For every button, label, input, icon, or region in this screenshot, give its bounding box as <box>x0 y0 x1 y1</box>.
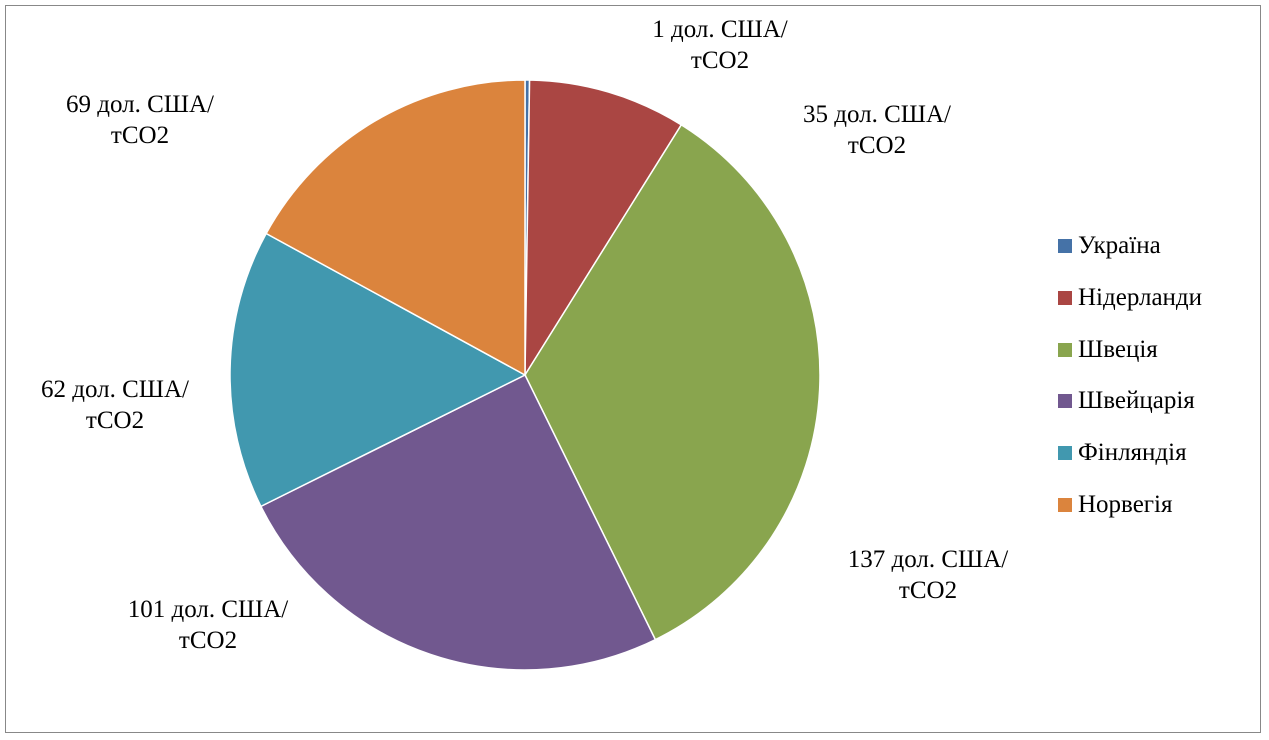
pie-slice <box>259 373 657 671</box>
data-label: 101 дол. США/тСО2 <box>127 596 289 654</box>
pie-slice <box>524 123 821 641</box>
data-label: 1 дол. США/тСО2 <box>652 16 788 74</box>
data-label: 35 дол. США/тСО2 <box>802 101 951 159</box>
legend-label: Швеція <box>1078 335 1158 363</box>
pie-slice <box>229 232 527 508</box>
data-label: 62 дол. США/тСО2 <box>40 376 189 434</box>
legend-swatch <box>1058 394 1072 409</box>
data-label: 137 дол. США/тСО2 <box>847 546 1009 604</box>
legend-label: Україна <box>1078 232 1161 259</box>
legend-swatch <box>1058 290 1072 305</box>
pie-slice <box>265 79 526 377</box>
legend-label: Норвегія <box>1078 491 1173 518</box>
data-label: 69 дол. США/тСО2 <box>65 91 214 149</box>
legend-label: Фінляндія <box>1078 439 1187 467</box>
legend-label: Нідерланди <box>1078 283 1203 311</box>
pie-slice <box>524 79 683 378</box>
legend-swatch <box>1058 342 1072 357</box>
chart-frame <box>5 5 1261 733</box>
legend-swatch <box>1058 498 1072 512</box>
legend-label: Швейцарія <box>1078 387 1195 415</box>
legend-swatch <box>1058 239 1072 253</box>
legend-swatch <box>1058 446 1072 461</box>
